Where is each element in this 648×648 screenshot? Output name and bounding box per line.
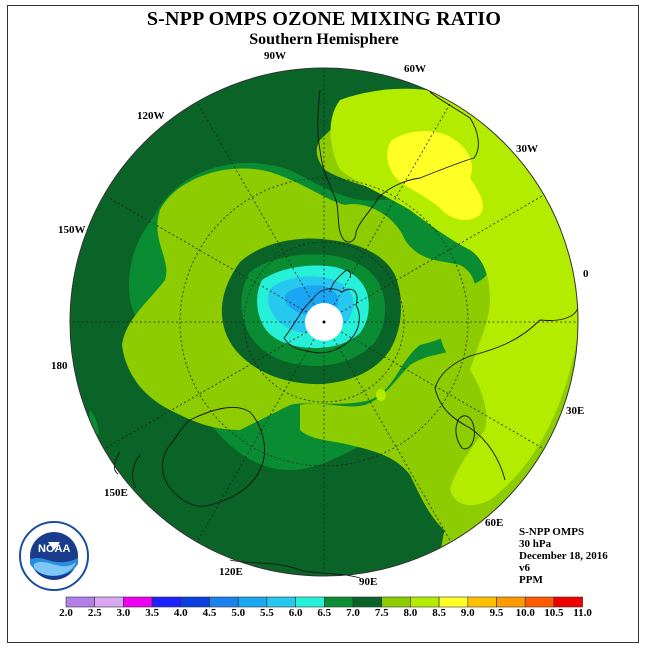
noaa-logo-text: NOAA xyxy=(38,543,71,555)
colorbar-label: 4.0 xyxy=(173,607,188,619)
lon-label-30w: 30W xyxy=(516,143,538,155)
colorbar-label: 7.5 xyxy=(374,607,389,619)
colorbar-label: 9.0 xyxy=(460,607,475,619)
lon-label-90w: 90W xyxy=(264,50,286,62)
coastline-indonesia xyxy=(229,559,361,579)
info-units: PPM xyxy=(519,574,543,586)
coastline-australia xyxy=(162,406,265,507)
colorbar-label: 6.0 xyxy=(288,607,303,619)
colorbar-label: 3.5 xyxy=(145,607,159,619)
lon-label-90e: 90E xyxy=(359,576,378,588)
contour-8.0-small-blob xyxy=(376,389,386,401)
meridian-60e xyxy=(333,339,452,543)
noaa-logo xyxy=(19,521,89,591)
lon-label-0: 0 xyxy=(583,268,589,280)
south-pole-marker xyxy=(322,320,326,324)
coastline-madagascar xyxy=(455,415,475,450)
meridian-30e xyxy=(341,331,545,450)
lon-label-60w: 60W xyxy=(404,63,426,75)
colorbar-label: 2.0 xyxy=(59,607,73,619)
info-level: 30 hPa xyxy=(519,538,552,550)
colorbar-label: 11.0 xyxy=(573,607,592,619)
lon-label-120w: 120W xyxy=(137,110,165,122)
info-version: v6 xyxy=(519,562,530,574)
meridian-150e xyxy=(103,331,307,450)
lon-label-120e: 120E xyxy=(219,566,243,578)
meridian-120w xyxy=(196,101,315,305)
meridian-120e xyxy=(196,339,315,543)
lon-label-180: 180 xyxy=(51,360,68,372)
contour-8.5-patch xyxy=(387,131,483,220)
map-fill-layer xyxy=(70,68,578,576)
lon-label-150e: 150E xyxy=(104,487,128,499)
contour-6.5-west-sliver xyxy=(89,410,99,436)
latitude-circle-30s xyxy=(179,177,469,467)
colorbar-label: 6.5 xyxy=(317,607,332,619)
meridian-60w xyxy=(333,101,452,305)
info-date: December 18, 2016 xyxy=(519,550,608,562)
meridian-150w xyxy=(103,194,307,313)
coastline-new-zealand xyxy=(113,451,141,489)
coastlines xyxy=(113,89,579,579)
colorbar-label: 9.5 xyxy=(489,607,504,619)
colorbar-label: 2.5 xyxy=(87,607,102,619)
map-rim xyxy=(69,67,579,577)
coastline-south-america xyxy=(317,89,479,243)
contour-8.0-region xyxy=(330,88,578,506)
meridian-30w xyxy=(341,194,545,313)
lon-label-150w: 150W xyxy=(58,224,86,236)
coastline-antarctica xyxy=(283,288,360,354)
coastline-africa xyxy=(434,307,579,481)
colorbar-label: 3.0 xyxy=(116,607,131,619)
graticule xyxy=(70,68,578,576)
figure-frame xyxy=(7,5,639,643)
map-title: S-NPP OMPS OZONE MIXING RATIO xyxy=(146,8,502,30)
colorbar-label: 10.0 xyxy=(515,607,535,619)
lon-label-60e: 60E xyxy=(485,517,504,529)
colorbar-label: 8.5 xyxy=(432,607,446,619)
colorbar-label: 8.0 xyxy=(403,607,418,619)
coastline-antarctic-peninsula xyxy=(329,269,351,293)
colorbar-label: 7.0 xyxy=(346,607,360,619)
map-subtitle: Southern Hemisphere xyxy=(249,31,399,48)
colorbar-label: 5.0 xyxy=(231,607,246,619)
info-instrument: S-NPP OMPS xyxy=(519,526,585,538)
lon-label-30e: 30E xyxy=(566,405,585,417)
colorbar-label: 5.5 xyxy=(260,607,274,619)
colorbar-label: 4.5 xyxy=(202,607,217,619)
colorbar-label: 10.5 xyxy=(544,607,564,619)
